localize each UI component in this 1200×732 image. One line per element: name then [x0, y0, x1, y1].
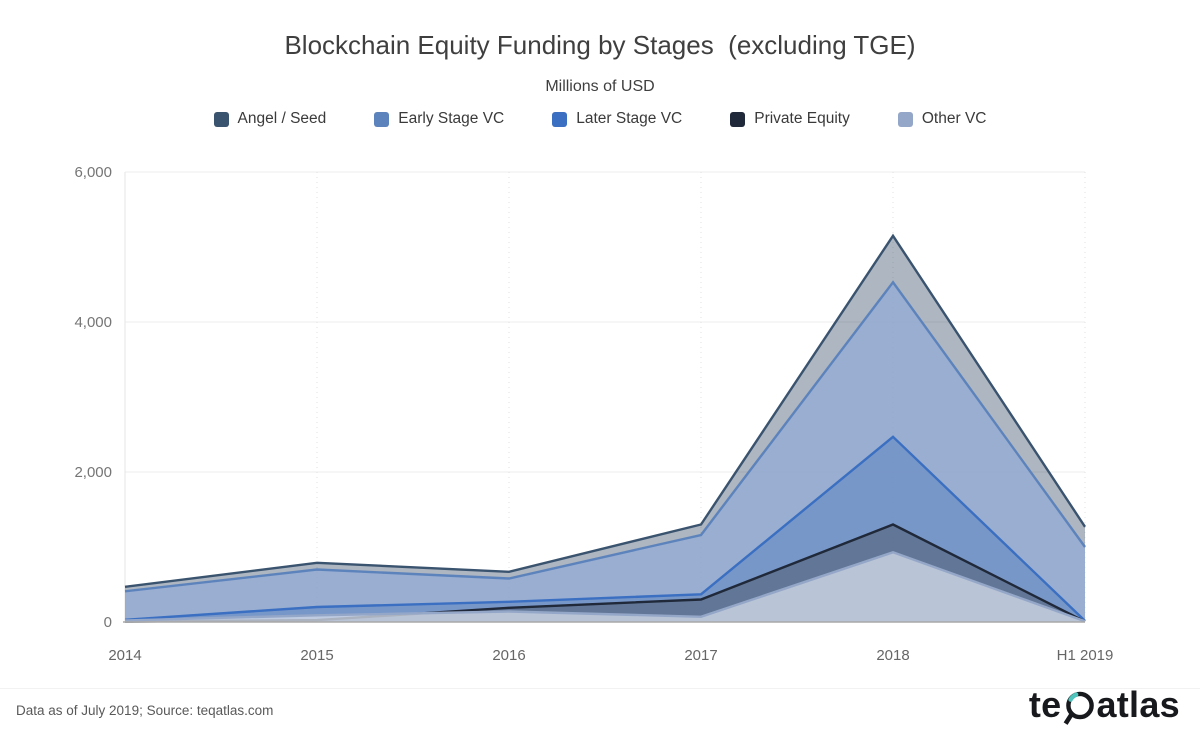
chart-subtitle: Millions of USD	[545, 78, 655, 95]
legend-label: Other VC	[921, 110, 987, 127]
chart-legend: Angel / Seed Early Stage VC Later Stage VC…	[0, 110, 1200, 128]
source-note: Data as of July 2019; Source: teqatlas.c…	[16, 703, 274, 718]
legend-swatch-early-stage-vc	[374, 111, 390, 127]
svg-text:2016: 2016	[492, 647, 525, 664]
legend-label: Early Stage VC	[398, 110, 505, 127]
svg-text:4,000: 4,000	[74, 314, 112, 331]
legend-item-early-stage-vc[interactable]: Early Stage VC	[374, 110, 504, 128]
legend-swatch-other-vc	[897, 111, 913, 127]
legend-swatch-private-equity	[730, 111, 746, 127]
legend-label: Angel / Seed	[237, 110, 327, 127]
legend-label: Later Stage VC	[576, 110, 683, 127]
legend-item-later-stage-vc[interactable]: Later Stage VC	[552, 110, 682, 128]
svg-text:2014: 2014	[108, 647, 141, 664]
svg-text:2,000: 2,000	[74, 464, 112, 481]
logo-text-te: te	[1028, 684, 1062, 725]
teqatlas-logo: te atlas	[1029, 684, 1180, 732]
legend-item-angel-seed[interactable]: Angel / Seed	[213, 110, 327, 128]
svg-text:0: 0	[104, 614, 112, 631]
legend-swatch-angel-seed	[213, 111, 229, 127]
footer-divider	[0, 688, 1200, 689]
legend-label: Private Equity	[754, 110, 850, 127]
svg-text:2017: 2017	[684, 647, 717, 664]
legend-item-private-equity[interactable]: Private Equity	[730, 110, 850, 128]
legend-swatch-later-stage-vc	[552, 111, 568, 127]
logo-text-atlas: atlas	[1096, 684, 1180, 725]
svg-text:2015: 2015	[300, 647, 333, 664]
legend-item-other-vc[interactable]: Other VC	[897, 110, 987, 128]
teqatlas-q-icon	[1064, 691, 1095, 725]
svg-text:2018: 2018	[876, 647, 909, 664]
chart-title: Blockchain Equity Funding by Stages (exc…	[284, 30, 916, 60]
svg-text:H1 2019: H1 2019	[1057, 647, 1114, 664]
svg-text:6,000: 6,000	[74, 164, 112, 181]
